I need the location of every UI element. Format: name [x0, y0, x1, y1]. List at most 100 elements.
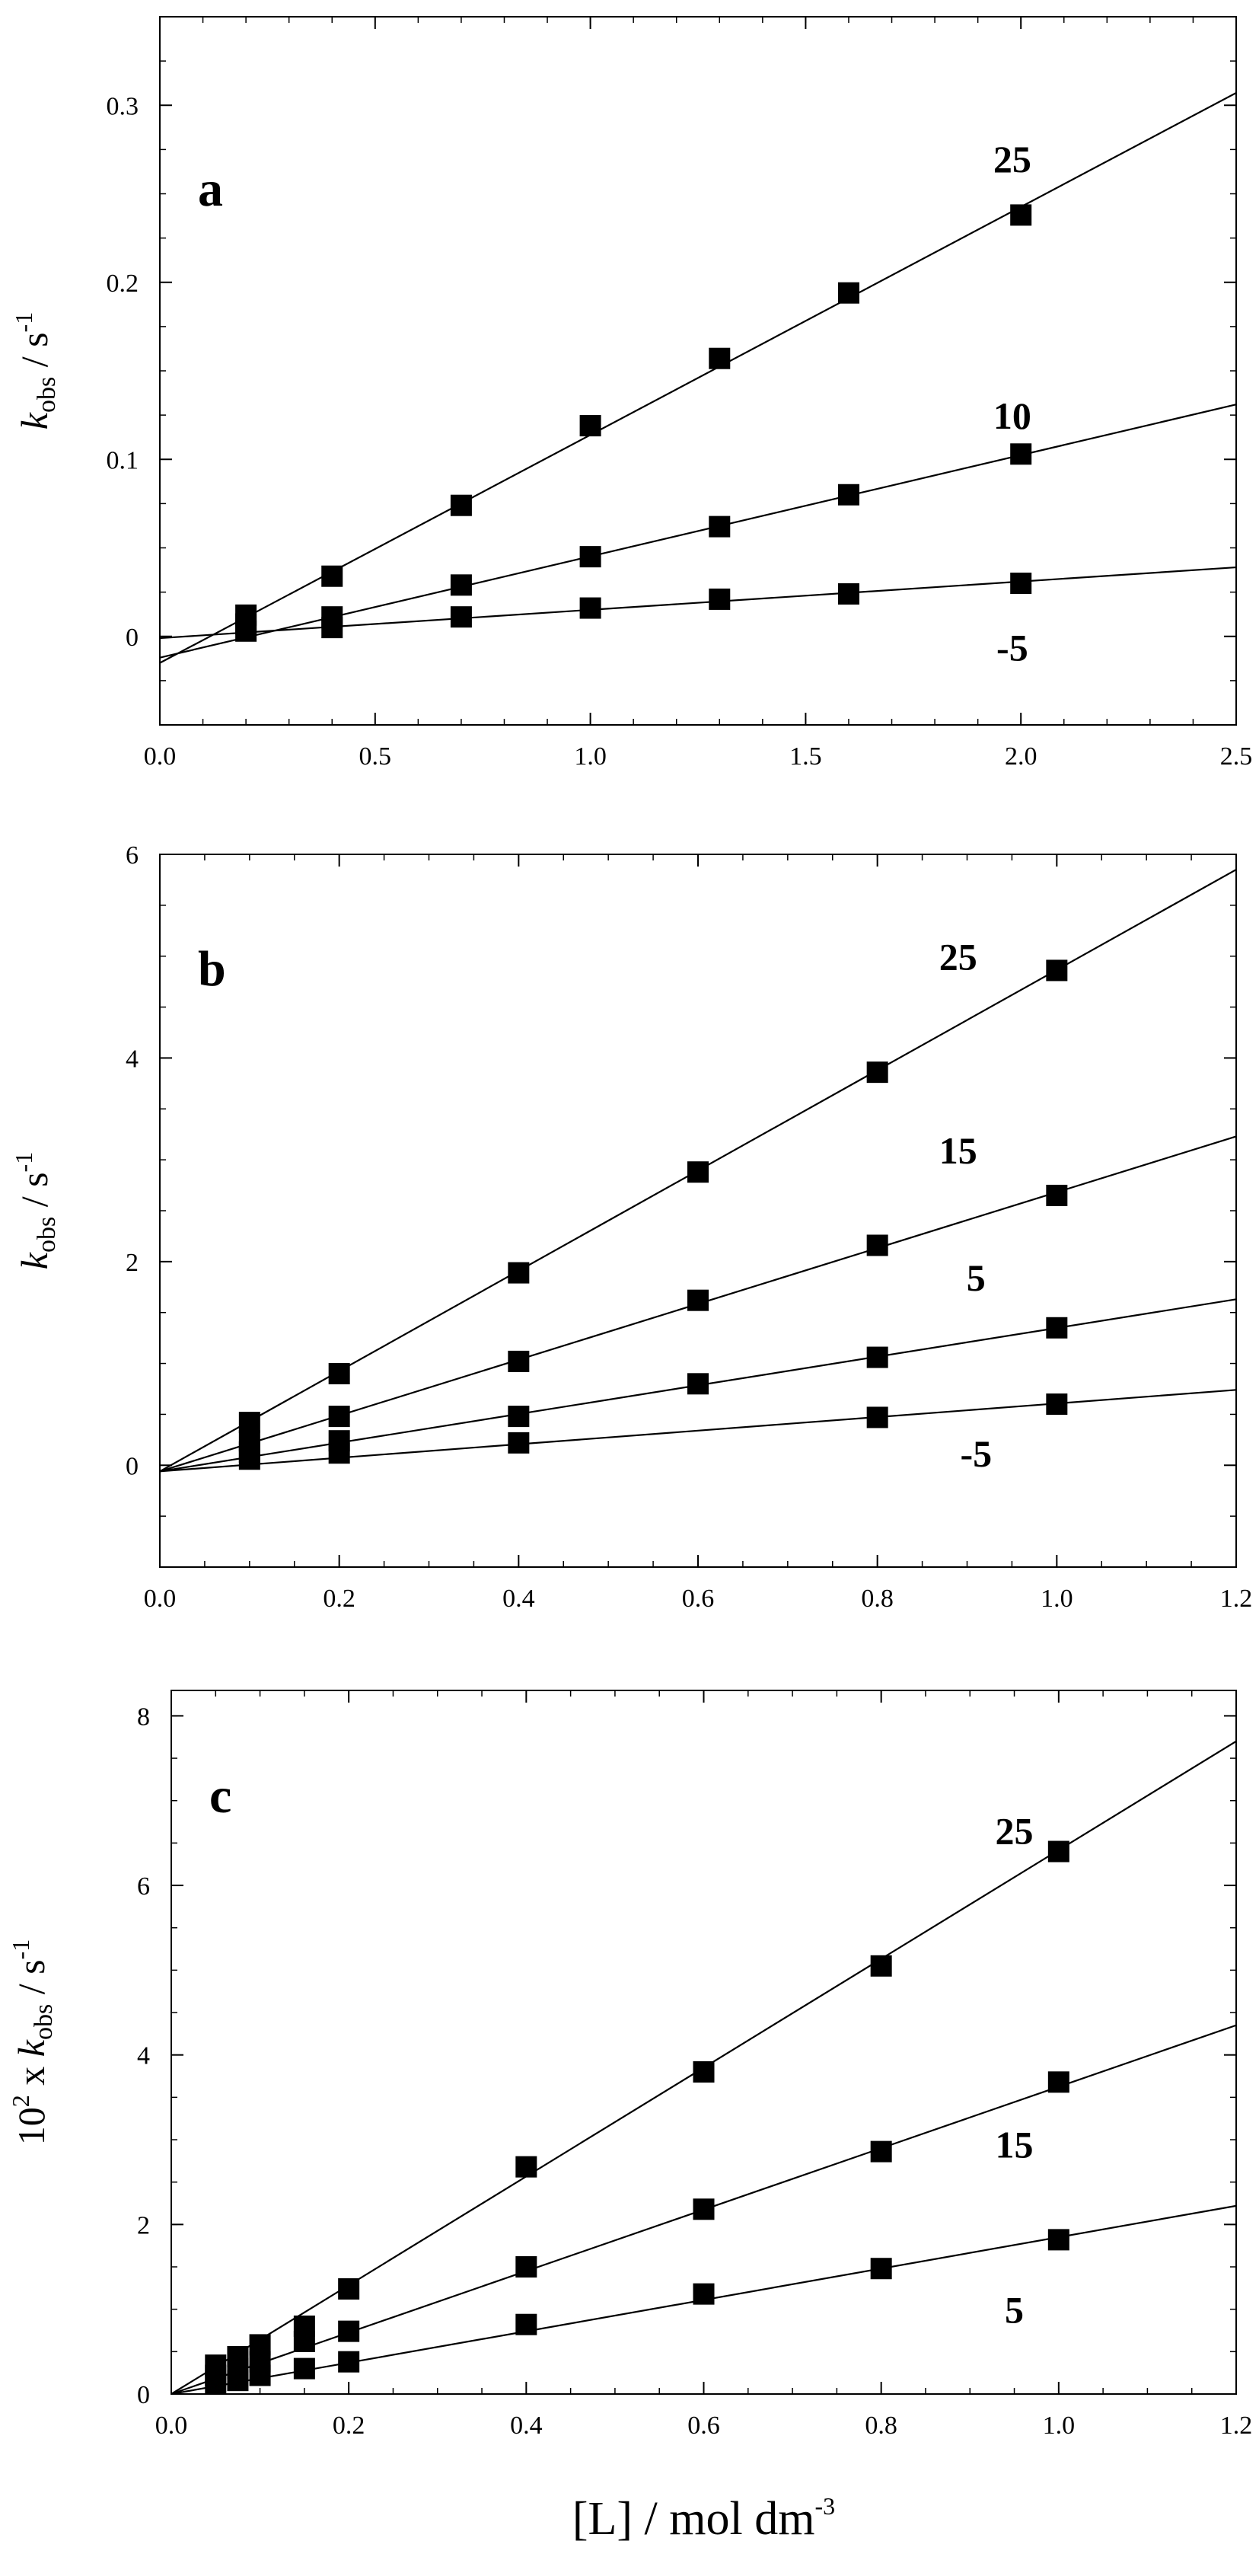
data-point--5 — [1010, 573, 1032, 594]
data-point-5 — [249, 2364, 271, 2386]
x-tick-label: 1.0 — [1041, 1585, 1073, 1613]
fit-line--5 — [159, 1389, 1237, 1473]
x-tick-label: 0.4 — [502, 1585, 535, 1613]
data-point--5 — [709, 588, 731, 610]
data-point-15 — [1046, 1184, 1068, 1206]
data-point-5 — [693, 2283, 715, 2305]
panel-a: 0.0 0.5 1.0 1.5 2.0 2.5 0 0.1 0.2 0.3 25 10 -5 a kobs … — [10, 16, 1253, 771]
data-point-15 — [515, 2256, 537, 2278]
x-tick-label: 0.0 — [144, 742, 177, 771]
panel-letter: b — [198, 941, 226, 997]
ylabel-prefix-exponent: 2 — [7, 2095, 34, 2107]
y-tick-label: 0 — [137, 2381, 150, 2409]
ylabel-exponent: -1 — [10, 312, 37, 333]
data-point--5 — [238, 1448, 260, 1470]
y-tick-label: 8 — [137, 1703, 150, 1731]
data-point-25 — [1010, 204, 1032, 226]
x-tick-label: 1.0 — [1043, 2412, 1076, 2440]
panel-letter: c — [209, 1768, 231, 1824]
data-point-5 — [870, 2258, 892, 2280]
plot-frame — [159, 16, 1237, 726]
data-point--5 — [450, 606, 472, 628]
data-point-15 — [293, 2330, 315, 2352]
x-tick-label: 0.4 — [510, 2412, 543, 2440]
data-point-15 — [693, 2198, 715, 2220]
data-point-10 — [709, 516, 731, 538]
series-label-5: 5 — [1005, 2289, 1024, 2332]
ylabel-prefix: 10 — [10, 2107, 53, 2145]
x-tick-label: 0.8 — [861, 1585, 894, 1613]
data-point--5 — [1046, 1393, 1068, 1416]
series-label-10: 10 — [993, 394, 1031, 437]
x-tick-label: 0.2 — [323, 1585, 355, 1613]
data-point-15 — [866, 1234, 888, 1256]
data-point-25 — [693, 2060, 715, 2083]
data-point-10 — [450, 574, 472, 596]
data-point-5 — [508, 1406, 530, 1428]
y-tick-label: 0.3 — [107, 92, 139, 120]
ylabel-k: k — [13, 1252, 56, 1269]
data-point-25 — [687, 1161, 709, 1183]
x-tick-label: 0.6 — [682, 1585, 715, 1613]
data-point-5 — [687, 1373, 709, 1395]
data-point-25 — [709, 347, 731, 369]
y-tick-label: 0.1 — [107, 446, 139, 474]
data-point-10 — [1010, 443, 1032, 465]
xlabel-main: [L] / mol dm — [572, 2493, 815, 2545]
x-tick-label: 1.5 — [789, 742, 822, 771]
data-point-25 — [1046, 959, 1068, 982]
data-point-5 — [227, 2370, 249, 2392]
series-label-25: 25 — [996, 1810, 1034, 1853]
y-axis-title: 102 x kobs / s-1 — [7, 1939, 58, 2145]
data-point-5 — [1047, 2229, 1069, 2251]
data-point-5 — [338, 2351, 360, 2373]
ylabel-unit: / s — [13, 1172, 56, 1216]
ylabel-k: k — [10, 2039, 53, 2057]
series-label--5: -5 — [960, 1432, 992, 1475]
data-point-15 — [1047, 2071, 1069, 2093]
data-point-25 — [338, 2278, 360, 2300]
data-point-25 — [321, 565, 343, 587]
data-point-25 — [866, 1061, 888, 1084]
y-tick-label: 0 — [126, 624, 139, 652]
y-tick-label: 2 — [137, 2211, 150, 2239]
panel-letter: a — [198, 161, 223, 217]
xlabel-exponent: -3 — [814, 2492, 835, 2520]
x-tick-label: 1.0 — [574, 742, 607, 771]
series-label-15: 15 — [939, 1129, 977, 1172]
x-tick-label: 0.8 — [865, 2412, 897, 2440]
data-point--5 — [866, 1406, 888, 1428]
data-point-10 — [837, 484, 859, 506]
series-label-5: 5 — [967, 1256, 986, 1299]
ylabel-exponent: -1 — [10, 1152, 37, 1173]
data-point-5 — [515, 2313, 537, 2335]
x-tick-label: 2.0 — [1005, 742, 1037, 771]
series-label-15: 15 — [996, 2124, 1034, 2166]
ylabel-unit: / s — [10, 1959, 53, 2003]
y-axis-title: kobs / s-1 — [10, 312, 61, 429]
data-point-25 — [837, 282, 859, 304]
data-point-5 — [1046, 1317, 1068, 1339]
data-point-15 — [687, 1289, 709, 1311]
series-label--5: -5 — [996, 627, 1028, 669]
ylabel-k: k — [13, 412, 56, 429]
x-tick-label: 0.5 — [359, 742, 392, 771]
data-point-5 — [866, 1346, 888, 1368]
plot-frame — [159, 854, 1237, 1568]
data-point-25 — [328, 1362, 350, 1384]
x-tick-label: 0.0 — [155, 2412, 188, 2440]
series-label-25: 25 — [939, 936, 977, 978]
x-tick-label: 1.2 — [1220, 2412, 1253, 2440]
y-tick-label: 4 — [137, 2042, 150, 2070]
x-tick-label: 0.0 — [144, 1585, 177, 1613]
data-point-15 — [508, 1350, 530, 1372]
series-label-25: 25 — [993, 138, 1031, 180]
x-tick-label: 1.2 — [1220, 1585, 1253, 1613]
y-tick-label: 4 — [126, 1045, 139, 1073]
fit-line-10 — [159, 404, 1237, 659]
y-tick-label: 0 — [126, 1452, 139, 1480]
data-point-5 — [293, 2357, 315, 2380]
x-tick-label: 2.5 — [1220, 742, 1253, 771]
data-point-5 — [205, 2373, 227, 2395]
